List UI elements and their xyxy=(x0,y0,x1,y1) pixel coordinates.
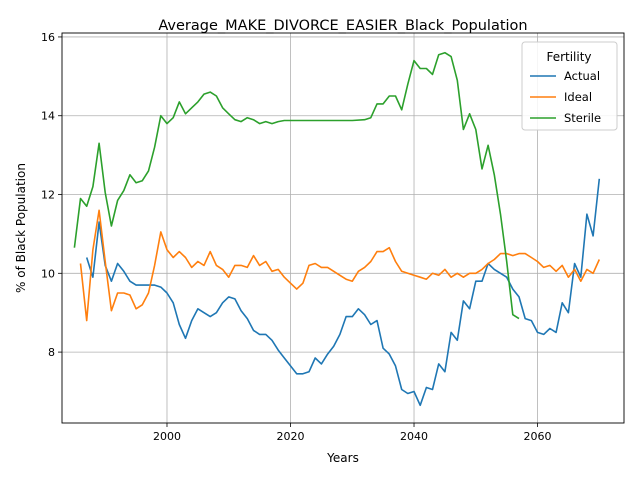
y-tick-label: 16 xyxy=(41,31,55,44)
legend: Fertility Actual Ideal Sterile xyxy=(521,41,618,131)
legend-label-sterile: Sterile xyxy=(564,111,601,125)
x-tick-label: 2020 xyxy=(277,430,305,443)
y-axis-label: % of Black Population xyxy=(14,163,28,293)
plot-frame xyxy=(61,32,625,424)
series-lines xyxy=(73,51,601,407)
series-line-sterile xyxy=(73,51,520,320)
y-tick-label: 10 xyxy=(41,267,55,280)
y-tick-label: 14 xyxy=(41,110,55,123)
legend-label-actual: Actual xyxy=(564,69,600,83)
x-tick-label: 2000 xyxy=(153,430,181,443)
x-axis-label: Years xyxy=(326,451,359,465)
legend-label-ideal: Ideal xyxy=(564,90,592,104)
series-line-actual xyxy=(85,178,601,407)
x-tick-label: 2040 xyxy=(400,430,428,443)
y-tick-label: 8 xyxy=(48,346,55,359)
series-line-ideal xyxy=(79,209,601,322)
y-tick-label: 12 xyxy=(41,189,55,202)
legend-box xyxy=(521,41,618,131)
axis-ticks: 2000 2020 2040 2060 8 10 12 14 16 xyxy=(41,31,552,443)
chart-title: Average_MAKE_DIVORCE_EASIER_Black_Popula… xyxy=(158,18,527,34)
x-tick-label: 2060 xyxy=(524,430,552,443)
legend-title: Fertility xyxy=(546,50,591,64)
